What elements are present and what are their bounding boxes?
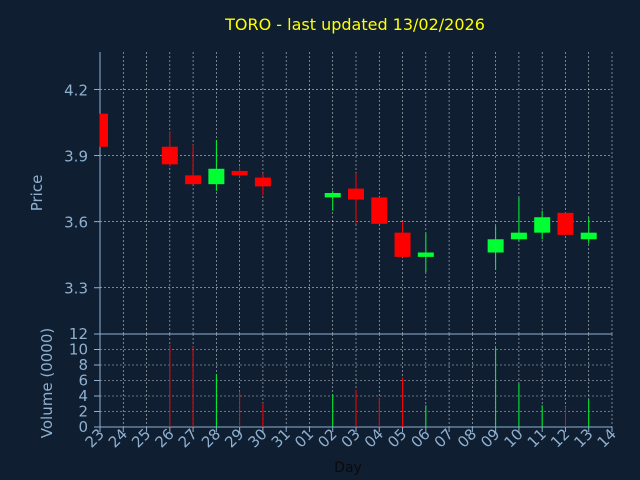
volume-tick-label: 6 — [78, 372, 88, 390]
price-tick-label: 4.2 — [64, 81, 88, 99]
volume-tick-label: 0 — [78, 418, 88, 436]
volume-tick-label: 12 — [69, 325, 88, 343]
candle-body — [417, 252, 434, 257]
candle-body — [510, 232, 527, 240]
candle-body — [324, 193, 341, 198]
volume-tick-label: 2 — [78, 403, 88, 421]
price-tick-label: 3.9 — [64, 148, 88, 166]
volume-tick-label: 4 — [78, 387, 88, 405]
candle-body — [208, 168, 225, 185]
candle-body — [185, 175, 202, 185]
grid-layer — [99, 52, 613, 428]
candle-body — [254, 177, 271, 187]
price-tick-label: 3.6 — [64, 214, 88, 232]
candle-body — [394, 232, 411, 257]
price-axis-label: Price — [28, 175, 46, 212]
candle-body — [100, 113, 108, 147]
candle-body — [161, 146, 178, 165]
candle-body — [557, 212, 574, 235]
volume-tick-label: 10 — [69, 341, 88, 359]
volume-tick-label: 8 — [78, 356, 88, 374]
day-tick-label: 14 — [594, 425, 620, 451]
axis-frame — [94, 52, 613, 432]
candle-body — [371, 197, 388, 224]
chart-title: TORO - last updated 13/02/2026 — [224, 15, 485, 34]
day-axis-label: Day — [334, 460, 362, 476]
data-marks — [99, 113, 597, 427]
candle-body — [580, 232, 597, 240]
candle-body — [487, 239, 504, 253]
axis-labels: TORO - last updated 13/02/2026 Price Vol… — [28, 15, 620, 476]
candle-body — [348, 188, 364, 200]
volume-axis-label: Volume (0000) — [38, 328, 56, 438]
price-tick-label: 3.3 — [64, 280, 88, 298]
candle-body — [231, 170, 248, 176]
candle-body — [534, 217, 551, 233]
